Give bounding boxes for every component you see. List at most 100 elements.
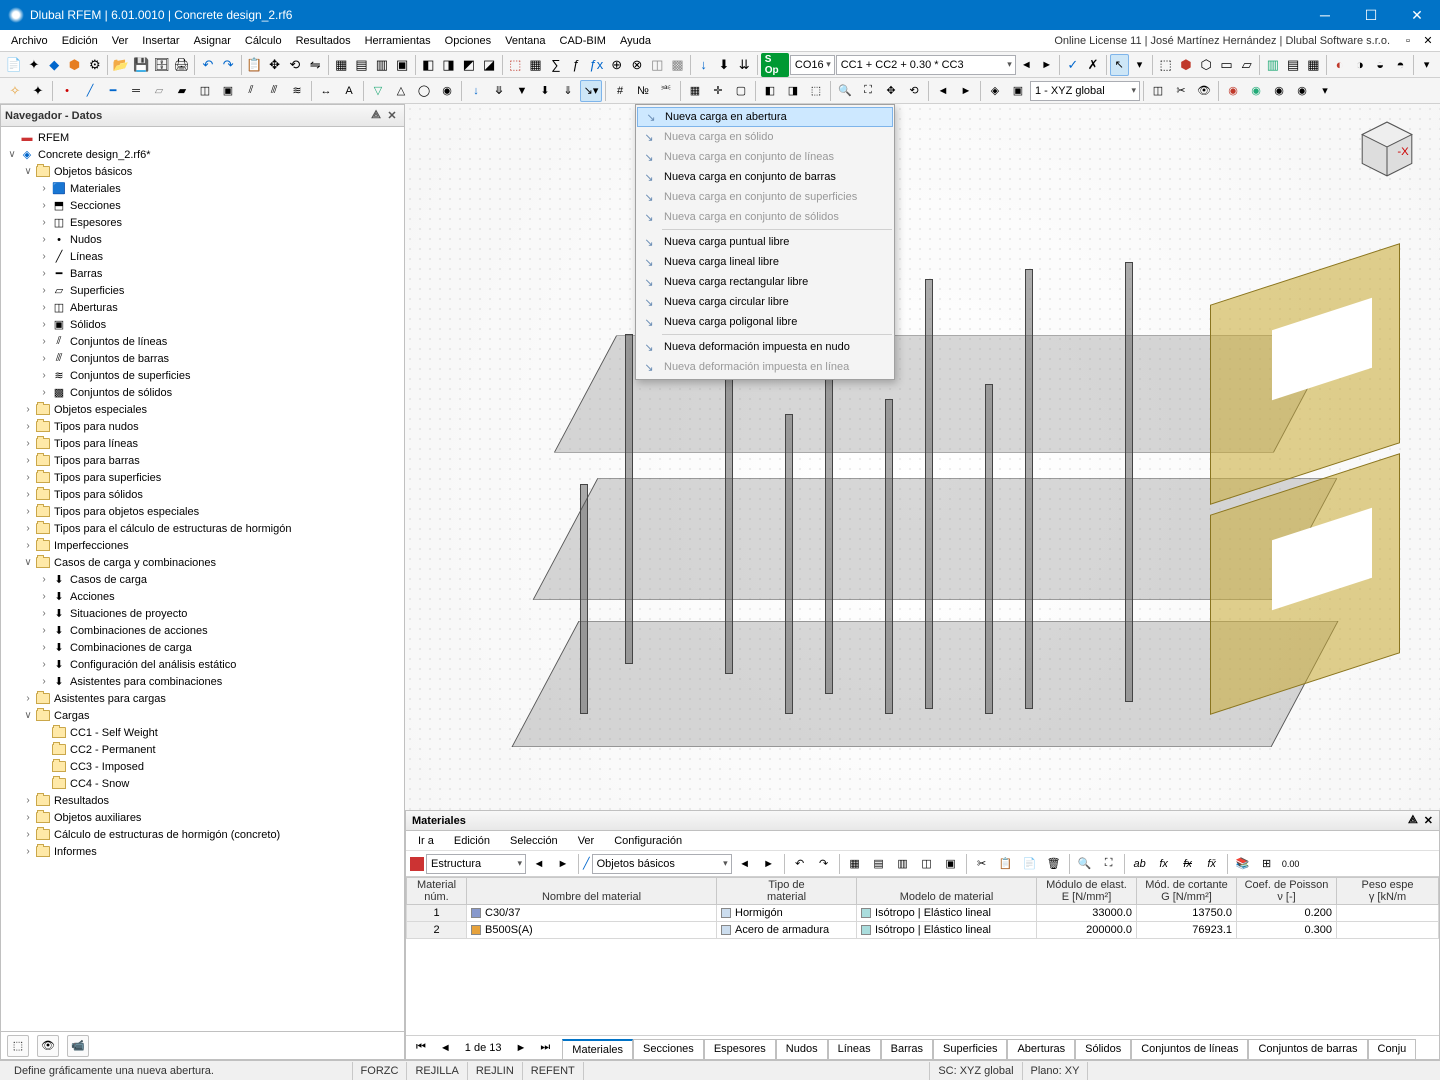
tree-item[interactable]: ›⬇Situaciones de proyecto bbox=[1, 605, 404, 622]
res4-icon[interactable]: ◓ bbox=[1391, 54, 1410, 76]
globe-icon[interactable]: ⊕ bbox=[607, 54, 626, 76]
wizard-icon[interactable]: ◆ bbox=[45, 54, 64, 76]
tree-group[interactable]: ›Tipos para objetos especiales bbox=[1, 503, 404, 520]
e1-icon[interactable]: ◉ bbox=[1222, 80, 1244, 102]
mt-ab-icon[interactable]: ab bbox=[1129, 853, 1151, 875]
set3-icon[interactable]: ≋ bbox=[286, 80, 308, 102]
pan-icon[interactable]: ✥ bbox=[880, 80, 902, 102]
surface2-icon[interactable]: ▰ bbox=[171, 80, 193, 102]
tree-loadcases[interactable]: ∨Casos de carga y combinaciones bbox=[1, 554, 404, 571]
gear-icon[interactable]: ⚙ bbox=[85, 54, 104, 76]
axis-icon[interactable]: ✛ bbox=[707, 80, 729, 102]
sc-next-icon[interactable]: ► bbox=[552, 853, 574, 875]
mt-redo-icon[interactable]: ↷ bbox=[813, 853, 835, 875]
save-icon[interactable]: 💾 bbox=[132, 54, 151, 76]
sub-seleccion[interactable]: Selección bbox=[504, 835, 564, 847]
dim-icon[interactable]: ↔ bbox=[315, 80, 337, 102]
lp-icon[interactable]: ↓ bbox=[465, 80, 487, 102]
cube2-icon[interactable]: ▩ bbox=[668, 54, 687, 76]
tree-item[interactable]: ›╱Líneas bbox=[1, 248, 404, 265]
materials-close-button[interactable]: ✕ bbox=[1424, 814, 1433, 827]
tree-item[interactable]: ›◫Espesores bbox=[1, 214, 404, 231]
view4-icon[interactable]: ◪ bbox=[479, 54, 498, 76]
menu-edicion[interactable]: Edición bbox=[55, 33, 105, 49]
calc-icon[interactable]: ∑ bbox=[546, 54, 565, 76]
supp2-icon[interactable]: △ bbox=[390, 80, 412, 102]
lm-icon[interactable]: ⬇ bbox=[534, 80, 556, 102]
mt-lib-icon[interactable]: 📚 bbox=[1232, 853, 1254, 875]
mt-fx3-icon[interactable]: fx̄ bbox=[1201, 853, 1223, 875]
mt-9-icon[interactable]: 🗑 bbox=[1043, 853, 1065, 875]
menu-cadbim[interactable]: CAD-BIM bbox=[553, 33, 613, 49]
oc-prev-icon[interactable]: ◄ bbox=[734, 853, 756, 875]
tree-item[interactable]: ›⫻Conjuntos de barras bbox=[1, 350, 404, 367]
conc1-icon[interactable]: ▥ bbox=[1263, 54, 1282, 76]
prev-icon[interactable]: ◄ bbox=[1017, 54, 1036, 76]
mt-3-icon[interactable]: ▥ bbox=[892, 853, 914, 875]
hinge-icon[interactable]: ◯ bbox=[413, 80, 435, 102]
close-button[interactable]: ✕ bbox=[1394, 0, 1440, 30]
menu-opciones[interactable]: Opciones bbox=[438, 33, 498, 49]
tree-group[interactable]: ›Tipos para nudos bbox=[1, 418, 404, 435]
view-cube[interactable]: -X bbox=[1356, 118, 1418, 180]
tree-item[interactable]: ›⬇Asistentes para combinaciones bbox=[1, 673, 404, 690]
open-icon[interactable]: 📂 bbox=[111, 54, 130, 76]
pg-first-icon[interactable]: ⏮ bbox=[410, 1038, 432, 1057]
menu-calculo[interactable]: Cálculo bbox=[238, 33, 289, 49]
pg-last-icon[interactable]: ⏭ bbox=[534, 1038, 556, 1057]
more2-dd-icon[interactable]: ▾ bbox=[1314, 80, 1336, 102]
navigator-pin-button[interactable]: ⟁ bbox=[368, 109, 384, 122]
co-combo[interactable]: CO16 bbox=[790, 55, 835, 75]
panel3-icon[interactable]: ▥ bbox=[372, 54, 391, 76]
supp-icon[interactable]: ▽ bbox=[367, 80, 389, 102]
panel4-icon[interactable]: ▣ bbox=[393, 54, 412, 76]
zoomf-icon[interactable]: ⛶ bbox=[857, 80, 879, 102]
mt-5-icon[interactable]: ▣ bbox=[940, 853, 962, 875]
sub-edicion[interactable]: Edición bbox=[448, 835, 496, 847]
rend2-icon[interactable]: ◨ bbox=[782, 80, 804, 102]
mt-8-icon[interactable]: 📄 bbox=[1019, 853, 1041, 875]
tree-group[interactable]: ›Tipos para el cálculo de estructuras de… bbox=[1, 520, 404, 537]
mt-4-icon[interactable]: ◫ bbox=[916, 853, 938, 875]
menu-resultados[interactable]: Resultados bbox=[289, 33, 358, 49]
ll-icon[interactable]: ⤋ bbox=[488, 80, 510, 102]
table-tab[interactable]: Espesores bbox=[704, 1039, 776, 1059]
navigator-tree[interactable]: ▬RFEM∨◈Concrete design_2.rf6*∨Objetos bá… bbox=[1, 127, 404, 1031]
t-c-icon[interactable]: ⬡ bbox=[1197, 54, 1216, 76]
table-tab[interactable]: Aberturas bbox=[1007, 1039, 1075, 1059]
iso-icon[interactable]: ◈ bbox=[984, 80, 1006, 102]
tree-load-item[interactable]: CC3 - Imposed bbox=[1, 758, 404, 775]
cube1-icon[interactable]: ◫ bbox=[648, 54, 667, 76]
fx-icon[interactable]: ƒ bbox=[566, 54, 585, 76]
table-tab[interactable]: Nudos bbox=[776, 1039, 828, 1059]
dropdown-tool-icon[interactable]: ▾ bbox=[1130, 54, 1149, 76]
view2-icon[interactable]: ◨ bbox=[439, 54, 458, 76]
opening-icon[interactable]: ◫ bbox=[194, 80, 216, 102]
table-tab[interactable]: Conju bbox=[1368, 1039, 1417, 1059]
struct-combo[interactable]: Estructura bbox=[426, 854, 526, 874]
tree-item[interactable]: ›≋Conjuntos de superficies bbox=[1, 367, 404, 384]
maximize-button[interactable]: ☐ bbox=[1348, 0, 1394, 30]
redo-icon[interactable]: ↷ bbox=[219, 54, 238, 76]
load2-icon[interactable]: ⬇ bbox=[714, 54, 733, 76]
menu-archivo[interactable]: Archivo bbox=[4, 33, 55, 49]
table-row[interactable]: 1 C30/37 Hormigón Isótropo | Elástico li… bbox=[407, 905, 1439, 922]
mt-11-icon[interactable]: ⛶ bbox=[1098, 853, 1120, 875]
tree-item[interactable]: ›•Nudos bbox=[1, 231, 404, 248]
load-icon[interactable]: ↓ bbox=[694, 54, 713, 76]
mt-6-icon[interactable]: ✂ bbox=[971, 853, 993, 875]
ctx-item[interactable]: ↘Nueva carga circular libre bbox=[636, 292, 894, 312]
vnext-icon[interactable]: ► bbox=[955, 80, 977, 102]
tog2-icon[interactable]: ✗ bbox=[1083, 54, 1102, 76]
glb2-icon[interactable]: ⊗ bbox=[627, 54, 646, 76]
tree-item[interactable]: ›⫽Conjuntos de líneas bbox=[1, 333, 404, 350]
sub-ver[interactable]: Ver bbox=[572, 835, 601, 847]
mirror-icon[interactable]: ⇋ bbox=[306, 54, 325, 76]
nav-tab-data-icon[interactable]: ⬚ bbox=[7, 1035, 29, 1057]
tree-item[interactable]: ›⬇Combinaciones de acciones bbox=[1, 622, 404, 639]
cursor-icon[interactable]: ↖ bbox=[1110, 54, 1129, 76]
saveall-icon[interactable]: 🗄 bbox=[152, 54, 171, 76]
mt-7-icon[interactable]: 📋 bbox=[995, 853, 1017, 875]
rotate-icon[interactable]: ⟲ bbox=[285, 54, 304, 76]
tree-item[interactable]: ›▣Sólidos bbox=[1, 316, 404, 333]
